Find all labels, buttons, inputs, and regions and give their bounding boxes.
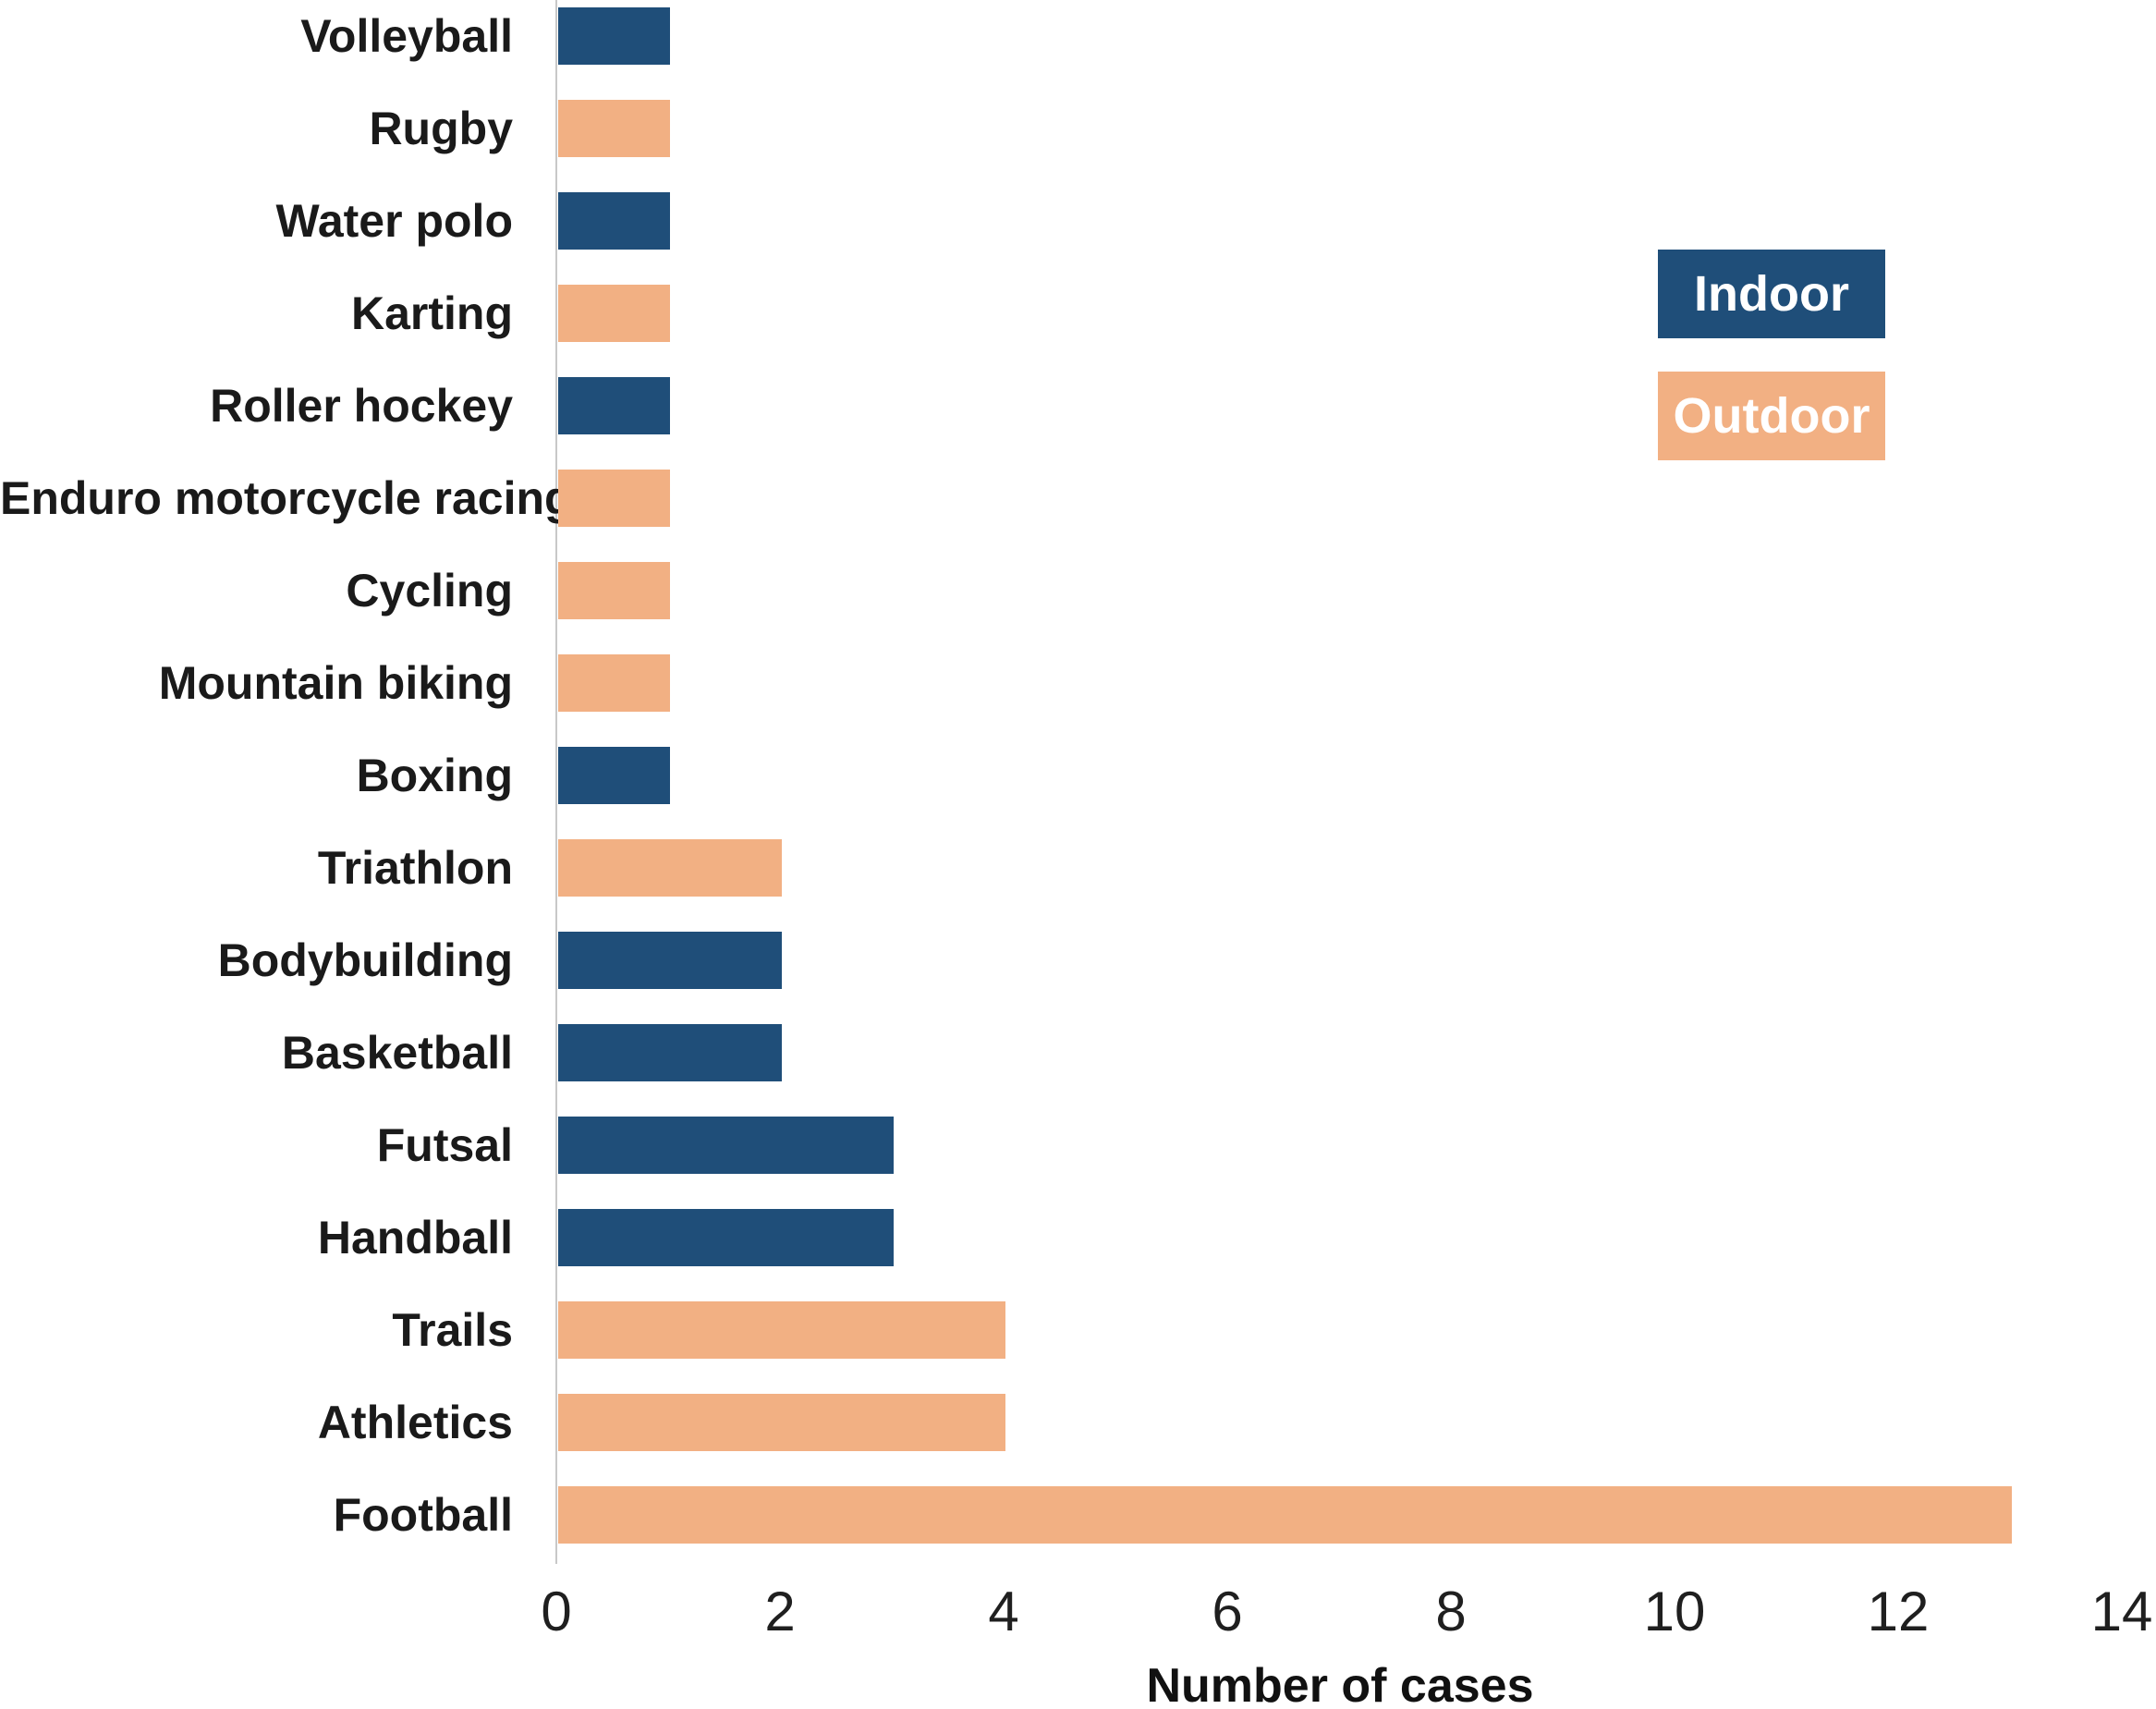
category-label: Water polo (275, 195, 513, 247)
x-tick-label: 0 (541, 1581, 572, 1642)
bar (558, 1024, 782, 1081)
category-label: Trails (392, 1304, 513, 1356)
category-label: Football (333, 1489, 513, 1541)
x-tick-label: 14 (2090, 1581, 2153, 1642)
category-label: Mountain biking (158, 657, 513, 709)
x-tick-label: 8 (1435, 1581, 1467, 1642)
category-label: Handball (317, 1212, 513, 1263)
bar (558, 285, 670, 342)
category-label: Roller hockey (210, 380, 513, 432)
legend: Indoor Outdoor (1658, 250, 1885, 460)
category-label: Bodybuilding (217, 934, 513, 986)
bar (558, 192, 670, 250)
category-label: Rugby (369, 103, 513, 154)
legend-item-outdoor: Outdoor (1658, 372, 1885, 460)
bar (558, 932, 782, 989)
bar (558, 562, 670, 619)
category-label: Karting (351, 287, 513, 339)
category-label: Basketball (281, 1027, 513, 1079)
category-label: Cycling (346, 565, 513, 616)
x-tick-label: 10 (1643, 1581, 1706, 1642)
bar (558, 747, 670, 804)
category-label: Volleyball (300, 10, 513, 62)
x-tick-label: 4 (988, 1581, 1019, 1642)
bar (558, 1301, 1005, 1359)
x-tick-label: 6 (1212, 1581, 1243, 1642)
bar (558, 1486, 2012, 1544)
y-axis-line (555, 0, 557, 1564)
bar (558, 470, 670, 527)
bar (558, 100, 670, 157)
bar (558, 1394, 1005, 1451)
x-tick-label: 12 (1867, 1581, 1930, 1642)
bar (558, 7, 670, 65)
bar (558, 839, 782, 897)
category-label: Triathlon (317, 842, 513, 894)
category-label: Futsal (376, 1119, 513, 1171)
bar (558, 1117, 894, 1174)
category-label: Athletics (317, 1397, 513, 1448)
category-label: Enduro motorcycle racing (0, 472, 573, 524)
legend-item-indoor: Indoor (1658, 250, 1885, 338)
bar (558, 377, 670, 434)
bar (558, 1209, 894, 1266)
category-label: Boxing (356, 750, 513, 801)
bar (558, 654, 670, 712)
x-tick-label: 2 (764, 1581, 796, 1642)
x-axis-title: Number of cases (1146, 1659, 1534, 1709)
